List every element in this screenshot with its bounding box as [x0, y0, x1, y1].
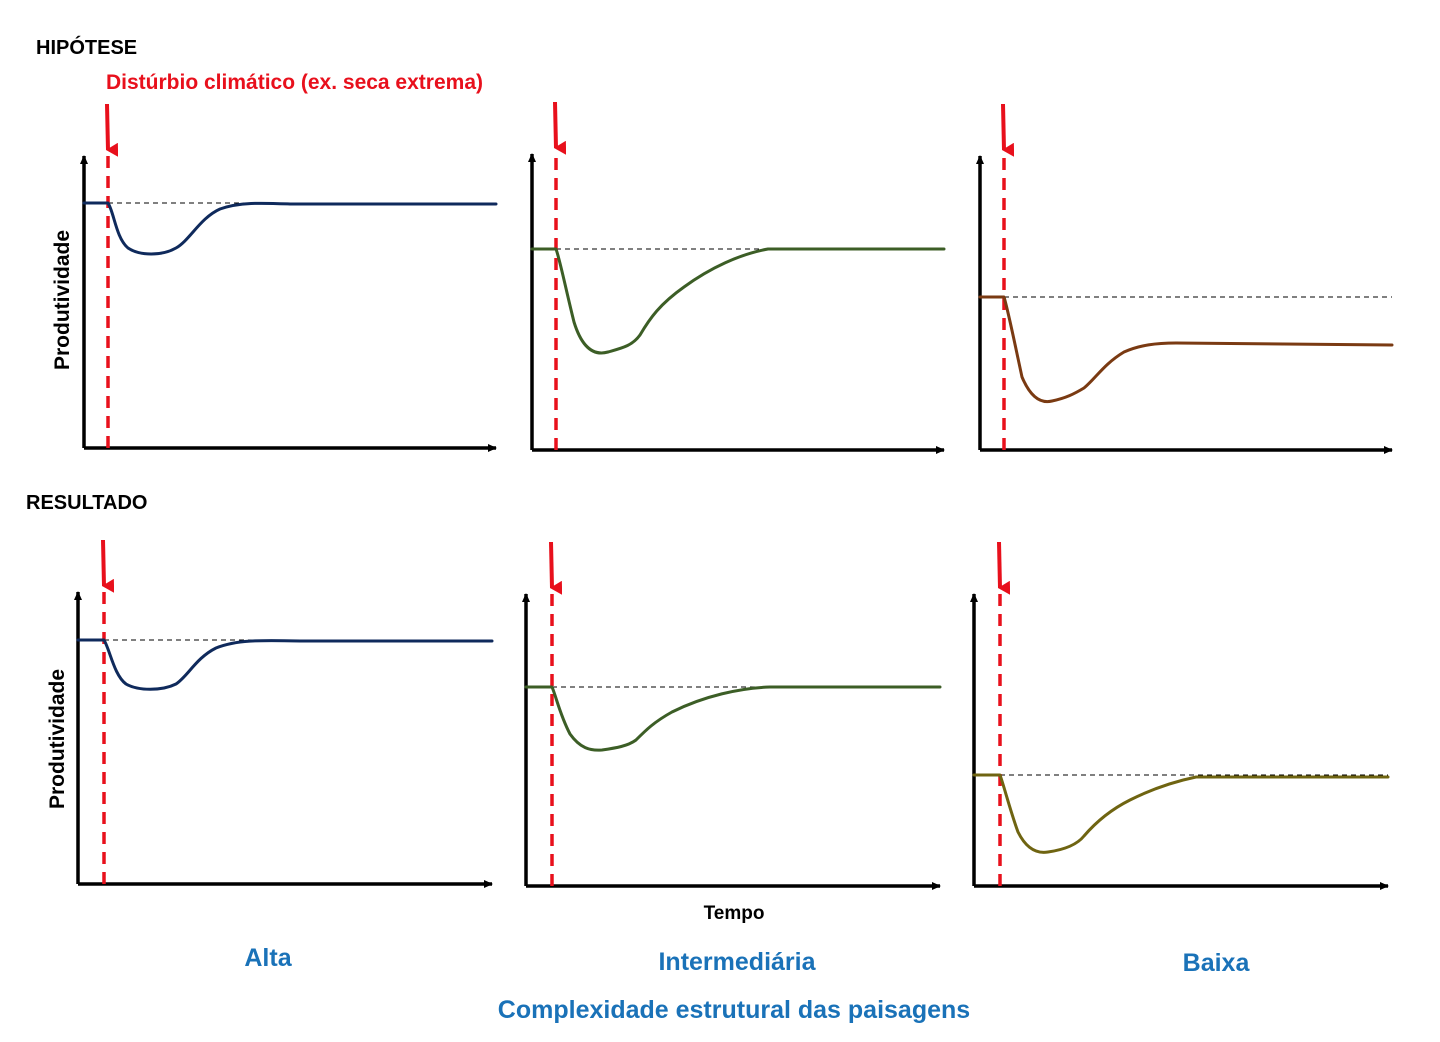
productivity-curve-resultado-alta — [76, 638, 494, 691]
productivity-curve-resultado-intermediaria — [524, 685, 942, 752]
x-axis-label: Tempo — [704, 903, 765, 924]
disturbance-arrow-resultado-baixa — [997, 541, 1011, 595]
result-heading: RESULTADO — [26, 492, 147, 514]
panel-resultado-baixa — [970, 541, 1390, 890]
hypothesis-heading: HIPÓTESE — [36, 35, 137, 59]
panel-resultado-intermediaria — [522, 541, 942, 890]
disturbance-arrow-resultado-alta — [101, 539, 115, 593]
footer-label: Complexidade estrutural das paisagens — [498, 996, 970, 1024]
column-label-intermediaria: Intermediária — [658, 948, 816, 976]
disturbance-arrow-resultado-intermediaria — [549, 541, 563, 595]
panel-resultado-alta — [74, 539, 494, 888]
y-axis-label-hypothesis: Produtividade — [51, 230, 74, 370]
panel-hipotese-alta — [80, 103, 498, 452]
productivity-curve-resultado-baixa — [972, 773, 1390, 854]
column-label-alta: Alta — [244, 944, 292, 972]
column-label-baixa: Baixa — [1183, 949, 1251, 977]
panel-hipotese-baixa — [976, 103, 1394, 454]
panels — [74, 101, 1394, 890]
panel-hipotese-intermediaria — [528, 101, 946, 454]
disturbance-arrow-hipotese-intermediaria — [553, 101, 567, 155]
y-axis-label-result: Produtividade — [46, 669, 69, 809]
disturbance-label: Distúrbio climático (ex. seca extrema) — [106, 71, 483, 94]
disturbance-arrow-hipotese-alta — [105, 103, 119, 157]
productivity-curve-hipotese-baixa — [978, 295, 1394, 404]
productivity-curve-hipotese-alta — [82, 201, 498, 256]
disturbance-arrow-hipotese-baixa — [1001, 103, 1015, 157]
productivity-curve-hipotese-intermediaria — [530, 247, 946, 355]
